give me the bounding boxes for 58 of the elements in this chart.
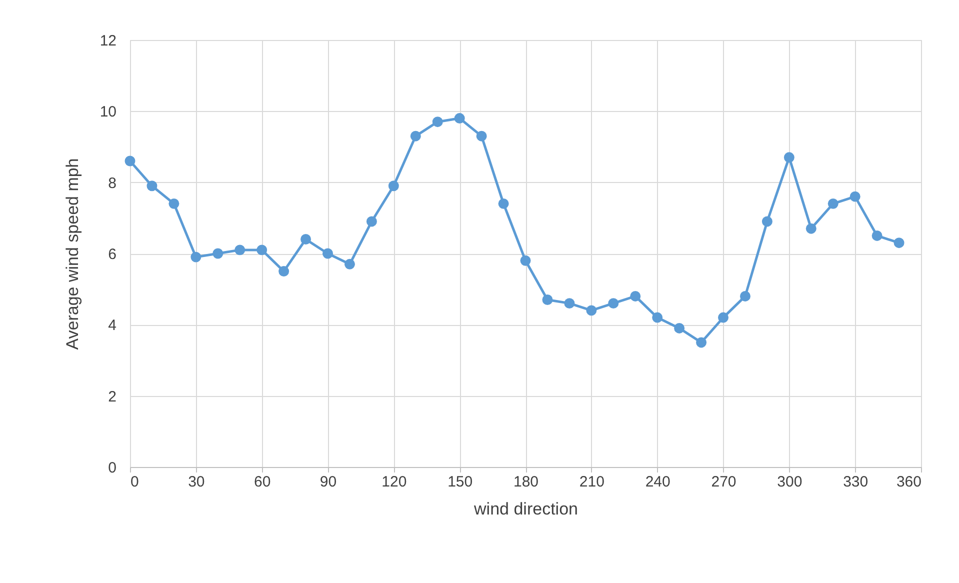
point xyxy=(300,234,312,244)
point xyxy=(784,152,794,163)
point xyxy=(146,180,158,192)
x-tick-label: 210 xyxy=(579,474,604,490)
point xyxy=(850,191,860,202)
x-tick-label: 0 xyxy=(130,474,139,490)
point xyxy=(212,248,224,259)
y-tick-label: 0 xyxy=(108,460,116,476)
x-tick-label: 330 xyxy=(843,474,868,490)
point xyxy=(256,244,268,256)
point xyxy=(630,290,641,302)
x-tick-label: 60 xyxy=(254,474,271,490)
point xyxy=(168,198,180,209)
point xyxy=(322,248,333,259)
point xyxy=(388,180,399,192)
point xyxy=(608,298,619,309)
y-tick-label: 4 xyxy=(108,317,116,334)
x-tick-label: 270 xyxy=(711,474,736,490)
y-axis-title: Average wind speed mph xyxy=(62,158,82,350)
point xyxy=(344,258,355,270)
point xyxy=(190,252,202,262)
x-tick-label: 150 xyxy=(448,474,473,490)
y-tick-label: 2 xyxy=(108,388,116,406)
point xyxy=(718,312,728,323)
point xyxy=(234,244,246,256)
point xyxy=(278,266,290,277)
point xyxy=(542,294,553,305)
x-tick-label: 240 xyxy=(645,474,670,490)
point xyxy=(872,230,882,241)
point xyxy=(586,305,597,316)
point xyxy=(476,130,487,142)
point xyxy=(652,312,663,323)
y-tick-label: 6 xyxy=(108,246,116,263)
point xyxy=(498,198,509,209)
point xyxy=(696,337,707,348)
point xyxy=(520,255,531,266)
point xyxy=(366,216,377,227)
x-axis-title: wind direction xyxy=(473,500,578,518)
x-tick-label: 120 xyxy=(382,474,407,490)
point xyxy=(806,223,816,234)
point xyxy=(454,113,465,124)
point xyxy=(828,198,838,209)
y-tick-label: 12 xyxy=(100,32,116,50)
point xyxy=(564,298,575,309)
x-tick-label: 180 xyxy=(513,474,539,490)
x-tick-label: 90 xyxy=(320,474,337,490)
y-tick-label: 10 xyxy=(100,104,116,121)
point xyxy=(894,238,904,248)
point xyxy=(674,322,685,334)
point xyxy=(762,216,772,227)
point xyxy=(410,130,421,142)
x-tick-label: 300 xyxy=(777,474,802,490)
y-tick-label: 8 xyxy=(108,174,116,192)
x-tick-label: 30 xyxy=(188,474,205,490)
point xyxy=(432,116,443,128)
x-tick-label: 360 xyxy=(896,474,922,490)
point xyxy=(124,156,136,166)
point xyxy=(740,290,750,302)
